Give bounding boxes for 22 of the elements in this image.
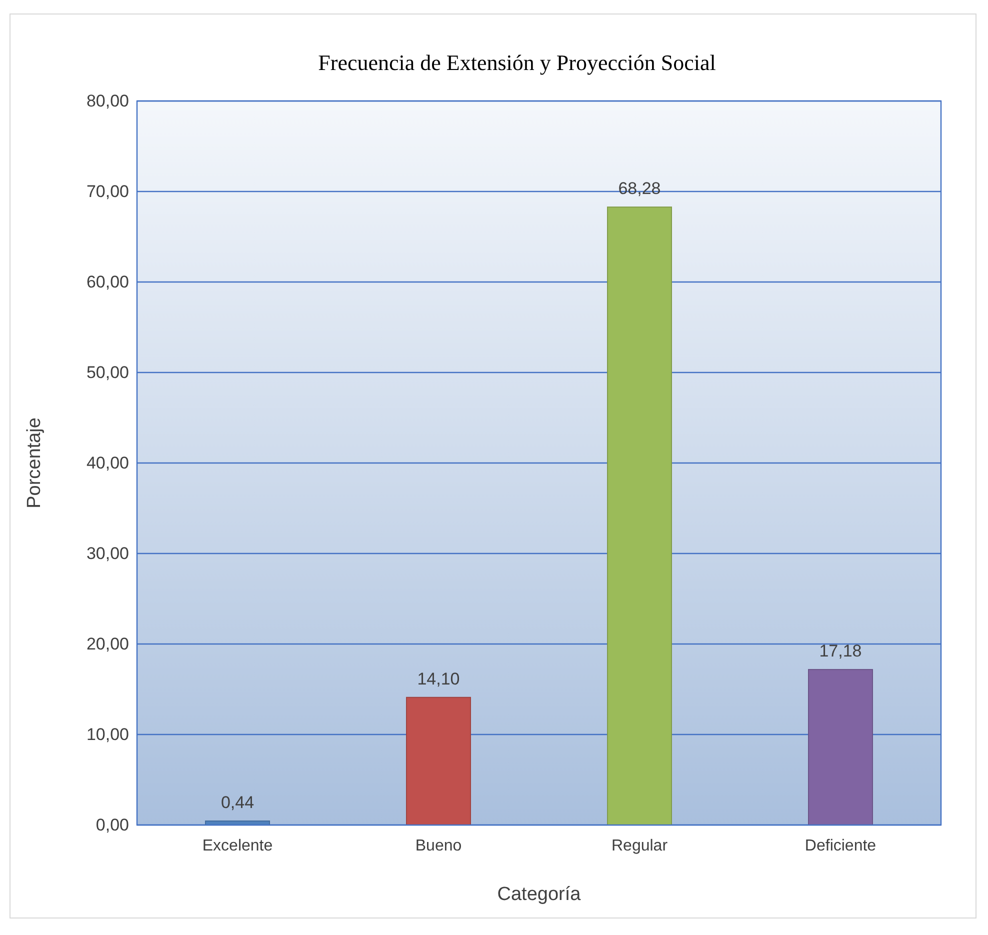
y-tick-label: 20,00 bbox=[86, 634, 129, 654]
x-tick-label: Regular bbox=[611, 837, 668, 854]
bar bbox=[406, 696, 471, 826]
y-tick-label: 80,00 bbox=[86, 91, 129, 110]
data-label: 0,44 bbox=[220, 793, 254, 812]
x-tick-label: Excelente bbox=[202, 837, 273, 854]
y-tick-label: 60,00 bbox=[86, 272, 129, 292]
y-tick-label: 10,00 bbox=[86, 724, 129, 744]
x-tick-label: Bueno bbox=[415, 837, 462, 854]
chart-title: Frecuencia de Extensión y Proyección Social bbox=[318, 50, 716, 75]
data-label: 17,18 bbox=[819, 642, 862, 661]
bar bbox=[808, 669, 873, 826]
y-tick-label: 40,00 bbox=[86, 453, 129, 472]
x-axis-title: Categoría bbox=[497, 884, 582, 905]
y-tick-label: 70,00 bbox=[86, 182, 129, 201]
y-axis-title: Porcentaje bbox=[24, 418, 45, 508]
y-tick-label: 0,00 bbox=[96, 815, 129, 834]
y-tick-label: 50,00 bbox=[86, 362, 129, 382]
y-tick-label: 30,00 bbox=[86, 544, 129, 563]
bar bbox=[607, 206, 672, 826]
data-label: 14,10 bbox=[417, 669, 460, 688]
x-tick-label: Deficiente bbox=[804, 837, 876, 854]
